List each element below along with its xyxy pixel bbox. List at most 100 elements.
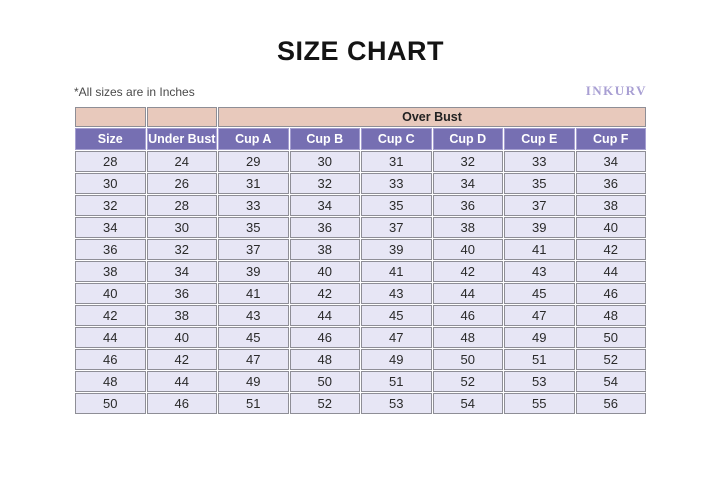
- table-cell: 48: [432, 327, 503, 348]
- brand-logo: INKURV: [585, 83, 647, 98]
- table-row: 30 26 31 32 33 34 35 36: [75, 173, 646, 194]
- table-cell: 53: [504, 371, 575, 392]
- table-cell: 44: [75, 327, 146, 348]
- table-cell: 36: [289, 217, 360, 238]
- table-cell: 51: [361, 371, 432, 392]
- table-row: 36 32 37 38 39 40 41 42: [75, 239, 646, 260]
- table-cell: 44: [146, 371, 217, 392]
- group-header-empty-size: [75, 107, 146, 127]
- table-row: 34 30 35 36 37 38 39 40: [75, 217, 646, 238]
- table-cell: 45: [361, 305, 432, 326]
- table-cell: 46: [146, 393, 217, 414]
- table-cell: 28: [146, 195, 217, 216]
- table-cell: 24: [146, 151, 217, 172]
- table-cell: 40: [575, 217, 646, 238]
- table-cell: 37: [218, 239, 289, 260]
- table-cell: 52: [575, 349, 646, 370]
- table-cell: 55: [504, 393, 575, 414]
- table-cell: 38: [146, 305, 217, 326]
- table-cell: 38: [432, 217, 503, 238]
- table-cell: 42: [146, 349, 217, 370]
- table-cell: 52: [432, 371, 503, 392]
- table-cell: 47: [361, 327, 432, 348]
- table-cell: 44: [432, 283, 503, 304]
- table-cell: 28: [75, 151, 146, 172]
- table-cell: 54: [575, 371, 646, 392]
- table-row: 46 42 47 48 49 50 51 52: [75, 349, 646, 370]
- table-cell: 40: [146, 327, 217, 348]
- table-cell: 38: [75, 261, 146, 282]
- table-cell: 40: [75, 283, 146, 304]
- table-cell: 50: [289, 371, 360, 392]
- table-cell: 39: [504, 217, 575, 238]
- table-cell: 53: [361, 393, 432, 414]
- table-cell: 43: [504, 261, 575, 282]
- table-cell: 51: [504, 349, 575, 370]
- table-cell: 46: [289, 327, 360, 348]
- column-header-cup-b: Cup B: [289, 128, 360, 150]
- table-row: 32 28 33 34 35 36 37 38: [75, 195, 646, 216]
- page-title: SIZE CHART: [277, 36, 444, 66]
- table-cell: 26: [146, 173, 217, 194]
- table-cell: 30: [289, 151, 360, 172]
- column-header-cup-c: Cup C: [361, 128, 432, 150]
- table-cell: 36: [75, 239, 146, 260]
- table-cell: 36: [575, 173, 646, 194]
- table-cell: 50: [75, 393, 146, 414]
- table-cell: 45: [504, 283, 575, 304]
- table-cell: 34: [75, 217, 146, 238]
- column-header-cup-e: Cup E: [504, 128, 575, 150]
- table-cell: 48: [289, 349, 360, 370]
- table-cell: 31: [361, 151, 432, 172]
- table-cell: 50: [432, 349, 503, 370]
- table-cell: 56: [575, 393, 646, 414]
- table-cell: 54: [432, 393, 503, 414]
- table-cell: 39: [218, 261, 289, 282]
- column-header-cup-d: Cup D: [432, 128, 503, 150]
- table-cell: 52: [289, 393, 360, 414]
- table-cell: 31: [218, 173, 289, 194]
- table-cell: 32: [146, 239, 217, 260]
- group-header-row: Over Bust: [75, 107, 646, 127]
- table-cell: 32: [289, 173, 360, 194]
- table-cell: 40: [289, 261, 360, 282]
- table-cell: 43: [218, 305, 289, 326]
- table-cell: 47: [218, 349, 289, 370]
- table-cell: 41: [218, 283, 289, 304]
- table-cell: 34: [146, 261, 217, 282]
- table-cell: 49: [218, 371, 289, 392]
- table-cell: 37: [504, 195, 575, 216]
- table-cell: 48: [575, 305, 646, 326]
- table-cell: 32: [432, 151, 503, 172]
- table-cell: 49: [504, 327, 575, 348]
- table-cell: 49: [361, 349, 432, 370]
- table-cell: 30: [146, 217, 217, 238]
- column-header-cup-f: Cup F: [575, 128, 646, 150]
- size-chart-table: Over Bust Size Under Bust Cup A Cup B Cu…: [74, 106, 647, 415]
- table-row: 50 46 51 52 53 54 55 56: [75, 393, 646, 414]
- table-cell: 35: [361, 195, 432, 216]
- table-cell: 44: [575, 261, 646, 282]
- table-row: 42 38 43 44 45 46 47 48: [75, 305, 646, 326]
- table-cell: 38: [289, 239, 360, 260]
- column-header-cup-a: Cup A: [218, 128, 289, 150]
- table-cell: 46: [75, 349, 146, 370]
- table-header: Over Bust Size Under Bust Cup A Cup B Cu…: [75, 107, 646, 150]
- units-note: *All sizes are in Inches: [74, 85, 195, 99]
- table-row: 44 40 45 46 47 48 49 50: [75, 327, 646, 348]
- table-cell: 41: [361, 261, 432, 282]
- column-header-row: Size Under Bust Cup A Cup B Cup C Cup D …: [75, 128, 646, 150]
- table-cell: 42: [575, 239, 646, 260]
- table-cell: 42: [289, 283, 360, 304]
- table-cell: 29: [218, 151, 289, 172]
- group-header-overbust: Over Bust: [218, 107, 646, 127]
- table-cell: 35: [218, 217, 289, 238]
- table-row: 28 24 29 30 31 32 33 34: [75, 151, 646, 172]
- table-cell: 43: [361, 283, 432, 304]
- table-cell: 34: [289, 195, 360, 216]
- table-cell: 36: [432, 195, 503, 216]
- column-header-size: Size: [75, 128, 146, 150]
- table-cell: 34: [432, 173, 503, 194]
- table-cell: 46: [575, 283, 646, 304]
